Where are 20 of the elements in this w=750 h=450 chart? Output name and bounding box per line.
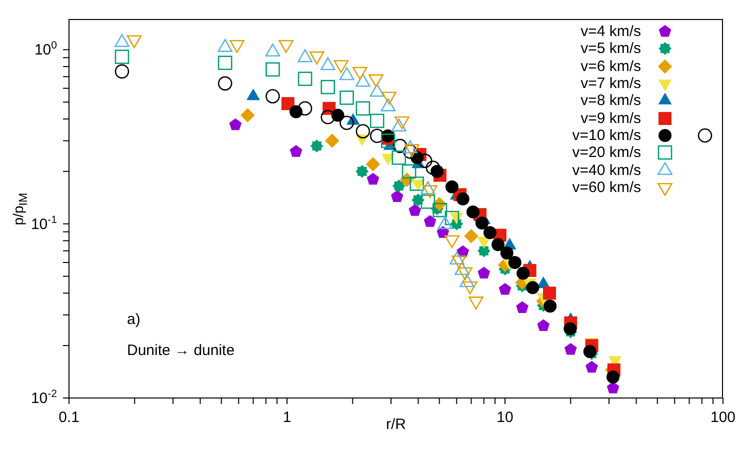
legend-label: v=60 km/s (572, 178, 641, 196)
legend-label: v=20 km/s (572, 144, 641, 162)
legend-label: v=7 km/s (580, 75, 641, 92)
y-tick-label: 10$^{0}$ (34, 40, 58, 59)
x-tick-label: 0.1 (58, 409, 80, 426)
x-tick-label: 10 (496, 409, 514, 426)
legend-label: v=8 km/s (580, 92, 641, 110)
x-axis-title: r/R (386, 416, 406, 433)
legend-label: v=9 km/s (580, 110, 641, 127)
legend-label: v=40 km/s (572, 162, 641, 179)
x-tick-label: 1 (282, 409, 292, 426)
y-tick-label: 10$^{-2}$ (30, 388, 58, 407)
x-tick-label: 100 (710, 409, 736, 426)
y-tick-label: 10$^{-1}$ (30, 214, 58, 233)
legend-label: v=4 km/s (580, 23, 641, 40)
annotation: Dunite → dunite (127, 342, 235, 359)
annotation: a) (127, 311, 140, 328)
legend-label: v=5 km/s (580, 40, 641, 58)
legend-label: v=6 km/s (580, 58, 641, 75)
legend-label: v=10 km/s (572, 126, 641, 144)
